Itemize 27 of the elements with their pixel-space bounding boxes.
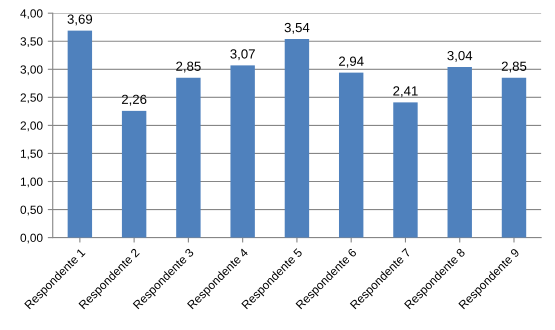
y-tick-label: 2,00	[20, 121, 43, 132]
bar	[393, 102, 418, 238]
y-tick-label: 4,00	[20, 9, 43, 19]
y-tick-label: 0,00	[20, 234, 43, 244]
data-label: 2,94	[339, 56, 364, 68]
data-label: 3,04	[447, 50, 472, 62]
bar	[68, 30, 92, 238]
data-label: 3,54	[284, 22, 310, 34]
data-label: 3,07	[230, 49, 255, 60]
data-label: 2,26	[122, 94, 146, 106]
y-tick-label: 3,00	[20, 65, 43, 76]
data-label: 2,85	[176, 62, 201, 72]
data-label: 3,69	[68, 14, 92, 26]
bar	[122, 110, 146, 238]
y-tick-label: 0,50	[20, 206, 43, 216]
y-tick-label: 1,00	[20, 178, 43, 188]
bar	[284, 39, 310, 238]
bar	[338, 72, 364, 238]
bar	[176, 78, 201, 238]
y-tick-label: 1,50	[20, 149, 43, 160]
data-label: 2,41	[393, 86, 418, 98]
bar	[502, 78, 526, 238]
data-label: 2,85	[502, 62, 526, 72]
bar	[230, 65, 255, 238]
y-tick-label: 2,50	[20, 93, 43, 104]
bar	[448, 67, 472, 238]
y-tick-label: 3,50	[20, 37, 43, 48]
